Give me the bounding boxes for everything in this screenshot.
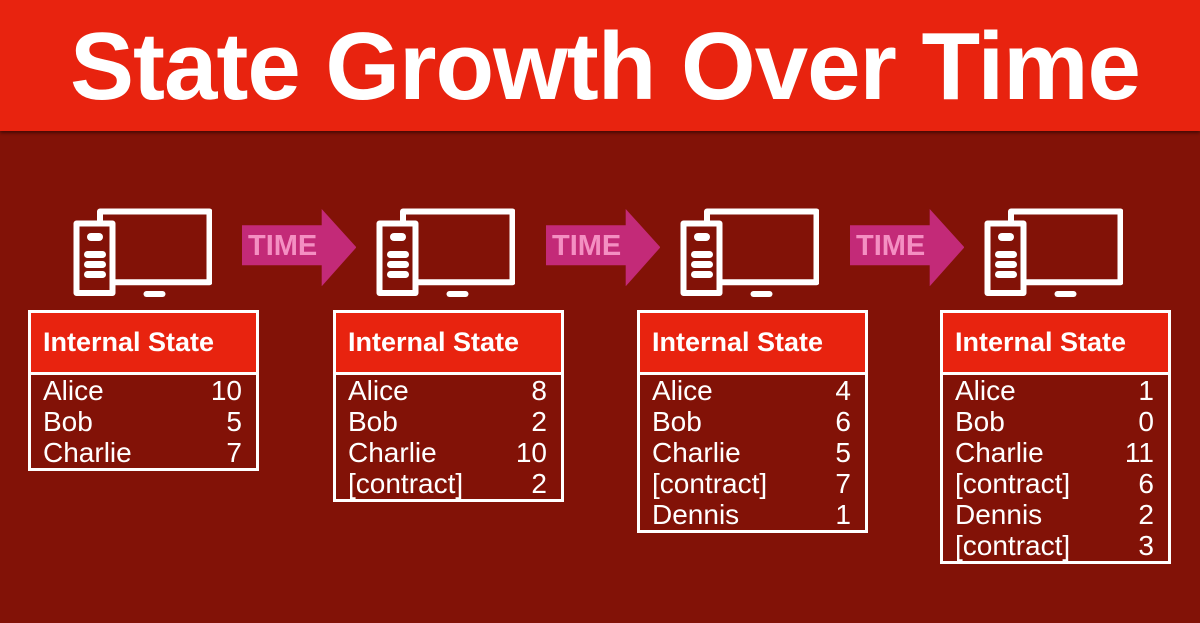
svg-text:TIME: TIME bbox=[552, 230, 621, 262]
svg-text:TIME: TIME bbox=[248, 230, 317, 262]
svg-text:TIME: TIME bbox=[856, 230, 925, 262]
